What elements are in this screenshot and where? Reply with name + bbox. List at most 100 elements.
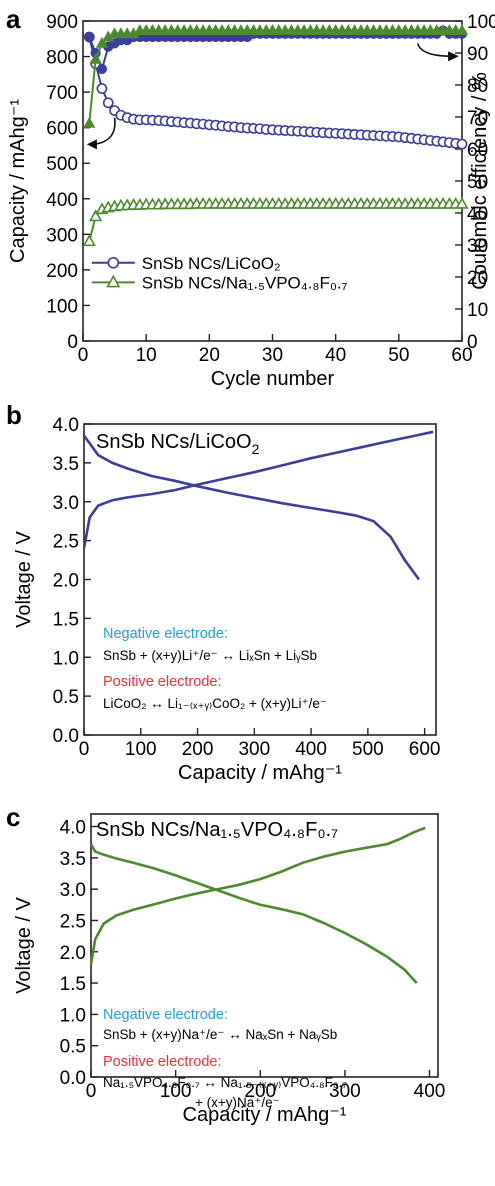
x-tick-label: 100 [160,1081,192,1102]
y-tick-label: 4.0 [53,415,79,436]
chart-title-c: SnSb NCs/Na₁.₅VPO₄.₈F₀.₇ [96,819,338,841]
data-point [89,52,102,64]
y-tick-label: 2.0 [53,571,79,592]
x-tick-label: 300 [238,739,270,760]
x-tick-label: 40 [325,345,346,366]
cycling-chart: a 0 10 20 30 40 50 600100200300400500600700800… [6,4,495,390]
x-tick-label: 20 [199,345,220,366]
y-tick-label: 2.5 [60,911,86,932]
y2-tick-label: 70 [467,108,488,129]
x-tick-label: 400 [295,739,327,760]
data-point [96,63,108,75]
plot-frame [82,20,463,342]
data-point [95,36,109,48]
y-axis-label: Voltage / V [13,896,35,993]
y-tick-label: 300 [46,225,78,246]
y-tick-label: 600 [46,119,78,140]
y-tick-label: 200 [46,261,78,282]
x-tick-label: 200 [244,1081,276,1102]
voltage-curve-1 [82,434,421,581]
y-tick-label: 2.0 [60,943,86,964]
y-tick-label: 0.5 [60,1037,86,1058]
negative-electrode-header-b: Negative electrode: [103,626,228,642]
y2-tick-label: 90 [467,44,488,65]
y2-tick-label: 10 [467,300,488,321]
panel-letter-a: a [6,4,21,34]
y-tick-label: 3.5 [60,849,86,870]
y-tick-label: 3.0 [60,880,86,901]
legend-label: SnSb NCs/Na₁.₅VPO₄.₈F₀.₇ [142,273,348,292]
y-tick-label: 0.0 [53,726,79,747]
y-tick-label: 900 [46,12,78,33]
x-axis-label: Capacity / mAhg⁻¹ [178,762,342,784]
y-tick-label: 4.0 [60,818,86,839]
x-tick-label: 400 [414,1081,446,1102]
positive-electrode-equation-c-line2: + (x+y)Na⁺/e⁻ [195,1095,280,1110]
x-tick-label: 500 [352,739,384,760]
y-tick-label: 1.0 [60,1005,86,1026]
y2-tick-label: 0 [467,332,478,353]
y2-tick-label: 40 [467,204,488,225]
negative-electrode-equation-b: SnSb + (x+y)Li⁺/e⁻ ↔ LiₓSn + LiᵧSb [103,648,317,663]
data-point [84,31,95,43]
positive-electrode-equation-b: LiCoO₂ ↔ Li₁₋₍ₓ₊ᵧ₎CoO₂ + (x+y)Li⁺/e⁻ [103,696,327,711]
data-point [455,24,469,35]
x-tick-label: 600 [409,739,441,760]
y-tick-label: 1.0 [53,648,79,669]
legend-label: SnSb NCs/LiCoO₂ [142,254,281,273]
negative-electrode-header-c: Negative electrode: [103,1007,228,1023]
data-point [82,234,96,247]
data-point [456,138,468,150]
y2-tick-label: 20 [467,268,488,289]
panel-letter-c: c [6,802,20,832]
y2-tick-label: 80 [467,76,488,97]
x-axis-label: Capacity / mAhg⁻¹ [183,1104,347,1126]
y-tick-label: 0.0 [60,1068,86,1089]
x-axis-label: Cycle number [211,368,335,390]
data-point [96,83,108,94]
y-tick-label: 100 [46,296,78,317]
y-tick-label: 3.0 [53,493,79,514]
positive-electrode-header-b: Positive electrode: [103,674,221,690]
y-tick-label: 400 [46,190,78,211]
y-axis-label: Voltage / V [13,530,35,627]
y-tick-label: 800 [46,48,78,69]
y-tick-label: 2.5 [53,532,79,553]
y-tick-label: 500 [46,154,78,175]
y-tick-label: 1.5 [60,974,86,995]
x-tick-label: 0 [78,345,89,366]
data-point [83,116,96,128]
voltage-curve-0 [82,430,434,549]
x-tick-label: 30 [262,345,283,366]
y2-axis-label: Coulombic efficiency / % [469,72,491,290]
x-tick-label: 200 [182,739,214,760]
x-tick-label: 10 [136,345,157,366]
capacity-axis-arrowhead [86,139,97,150]
x-tick-label: 100 [125,739,157,760]
efficiency-axis-arrow [417,43,453,57]
efficiency-axis-arrowhead [448,51,459,62]
plot-frame [90,813,439,1078]
series-line-3 [88,29,462,124]
x-tick-label: 0 [79,739,90,760]
y-tick-label: 700 [46,83,78,104]
voltage-curve-0 [89,826,426,965]
chart-title-b: SnSb NCs/LiCoO2 [96,431,260,457]
positive-electrode-header-c: Positive electrode: [103,1054,221,1070]
y-tick-label: 1.5 [53,609,79,630]
data-point [89,209,103,222]
y2-tick-label: 60 [467,140,488,161]
voltage-profile-navpof-chart: c SnSb NCs/Na₁.₅VPO₄.₈F₀.₇ Negative elec… [6,802,446,1126]
data-point [455,196,469,209]
legend-marker [107,256,120,269]
voltage-profile-licoo2-chart: b SnSb NCs/LiCoO2 Negative electrode: Sn… [6,400,441,784]
x-tick-label: 50 [388,345,409,366]
voltage-curve-1 [89,843,418,984]
y-axis-label: Capacity / mAhg⁻¹ [7,99,29,263]
data-point [102,97,114,109]
panel-letter-b: b [6,400,22,430]
x-tick-label: 300 [329,1081,361,1102]
x-tick-label: 60 [451,345,472,366]
positive-electrode-equation-c-line1: Na₁.₅VPO₄.₈F₀.₇ ↔ Na₁.₅₋₍ₓ₊ᵧ₎VPO₄.₈F₀.₇ [103,1075,347,1090]
y-tick-label: 0.5 [53,687,79,708]
